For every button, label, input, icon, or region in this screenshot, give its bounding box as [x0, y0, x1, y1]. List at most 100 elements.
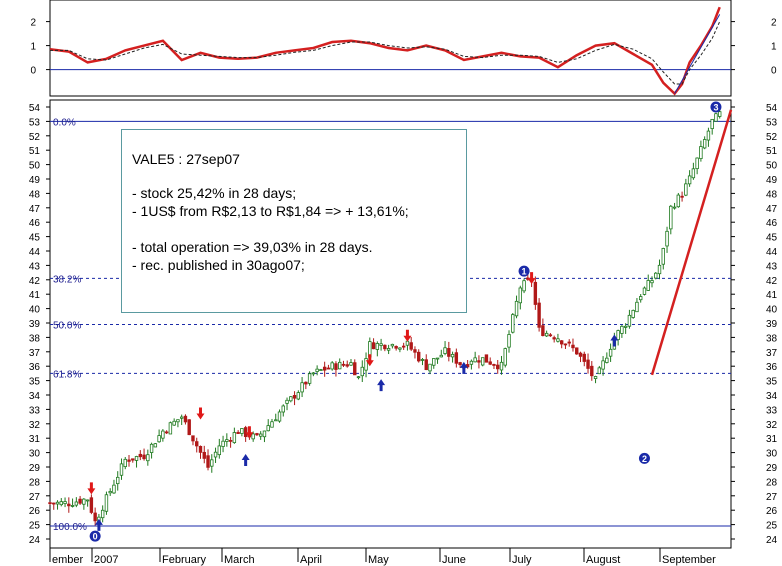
- candle-up: [277, 411, 282, 422]
- price-tick-label-right: 49: [766, 175, 778, 186]
- price-tick-label-left: 25: [29, 521, 41, 532]
- price-tick-label-right: 41: [766, 290, 778, 301]
- price-tick-label-right: 34: [766, 391, 778, 402]
- candle-up: [123, 458, 127, 468]
- candle-up: [714, 113, 718, 122]
- candle-up: [480, 357, 485, 366]
- month-label: April: [300, 554, 322, 566]
- fib-label: 0.0%: [53, 117, 76, 128]
- trendline: [650, 109, 733, 376]
- fib-label: 100.0%: [53, 522, 87, 533]
- price-tick-label-left: 44: [29, 247, 41, 258]
- candle-up: [311, 372, 316, 375]
- candle-down: [537, 302, 541, 328]
- candle-down: [89, 497, 94, 513]
- candle-up: [544, 332, 549, 337]
- candle-up: [718, 111, 722, 117]
- candle-down: [341, 363, 346, 366]
- price-tick-label-left: 54: [29, 103, 41, 114]
- ind-tick-label-left: 1: [30, 42, 36, 53]
- price-tick-label-right: 45: [766, 233, 778, 244]
- candle-down: [409, 342, 413, 350]
- candle-up: [473, 357, 477, 363]
- price-tick-label-right: 33: [766, 405, 778, 416]
- candle-up: [55, 501, 60, 505]
- candle-down: [345, 364, 349, 367]
- sell-arrow: [245, 426, 254, 439]
- candle-up: [221, 440, 225, 447]
- candle-down: [417, 351, 421, 362]
- candle-up: [119, 463, 124, 476]
- wave-marker-label: 2: [642, 454, 647, 464]
- price-tick-label-right: 51: [766, 146, 778, 157]
- candle-up: [217, 445, 222, 456]
- candle-up: [74, 501, 79, 506]
- candle-up: [405, 340, 410, 346]
- candle-down: [191, 435, 195, 442]
- candle-up: [274, 419, 278, 422]
- price-tick-label-right: 43: [766, 261, 778, 272]
- price-tick-label-right: 30: [766, 449, 778, 460]
- candle-down: [552, 337, 556, 340]
- candle-down: [590, 365, 594, 377]
- month-label: May: [368, 554, 389, 566]
- price-tick-label-right: 40: [766, 305, 778, 316]
- candle-down: [484, 354, 489, 363]
- candle-down: [371, 342, 376, 350]
- candle-down: [477, 360, 481, 363]
- month-label: September: [662, 554, 716, 566]
- candle-down: [548, 334, 553, 337]
- candle-up: [706, 130, 711, 141]
- sell-arrow: [403, 329, 412, 342]
- candle-up: [108, 491, 112, 494]
- candle-up: [240, 428, 244, 434]
- candle-up: [676, 194, 681, 208]
- candle-up: [134, 456, 139, 461]
- month-label: August: [586, 554, 620, 566]
- wave-marker: [710, 101, 722, 113]
- price-tick-label-right: 54: [766, 103, 778, 114]
- price-tick-label-left: 43: [29, 261, 41, 272]
- ind-tick-label-right: 2: [771, 18, 777, 29]
- candle-down: [228, 439, 233, 442]
- candle-up: [364, 358, 368, 371]
- candle-down: [334, 363, 338, 370]
- month-label: 2007: [94, 554, 118, 566]
- candle-up: [616, 330, 620, 341]
- candle-up: [684, 183, 688, 196]
- candle-up: [691, 168, 696, 179]
- candle-up: [469, 360, 474, 365]
- candle-down: [563, 343, 568, 346]
- candle-up: [258, 433, 263, 437]
- candle-up: [161, 430, 165, 439]
- candle-up: [176, 419, 180, 423]
- candle-up: [225, 439, 229, 442]
- annotation-currency: - 1US$ from R$2,13 to R$1,84 => + 13,61%…: [132, 203, 409, 219]
- candle-up: [435, 357, 440, 360]
- candle-down: [586, 359, 590, 369]
- candle-up: [251, 433, 255, 440]
- candle-down: [533, 281, 538, 305]
- wave-marker: [638, 452, 650, 464]
- price-tick-label-left: 38: [29, 333, 41, 344]
- candle-up: [330, 362, 334, 370]
- candle-up: [507, 334, 511, 348]
- candle-up: [262, 430, 267, 438]
- price-tick-label-right: 27: [766, 492, 778, 503]
- price-tick-label-right: 50: [766, 161, 778, 172]
- price-tick-label-right: 44: [766, 247, 778, 258]
- candle-up: [168, 422, 173, 435]
- candle-up: [349, 362, 353, 366]
- indicator-series-2: [674, 14, 721, 94]
- candle-up: [699, 146, 703, 159]
- annotation-published: - rec. published in 30ago07;: [132, 257, 305, 273]
- candle-down: [575, 347, 579, 355]
- candle-down: [164, 431, 169, 434]
- price-tick-label-right: 46: [766, 218, 778, 229]
- candle-up: [702, 139, 707, 149]
- price-tick-label-right: 37: [766, 348, 778, 359]
- month-label: February: [162, 554, 207, 566]
- candle-up: [360, 366, 364, 377]
- candle-up: [315, 368, 319, 372]
- candle-up: [179, 416, 184, 419]
